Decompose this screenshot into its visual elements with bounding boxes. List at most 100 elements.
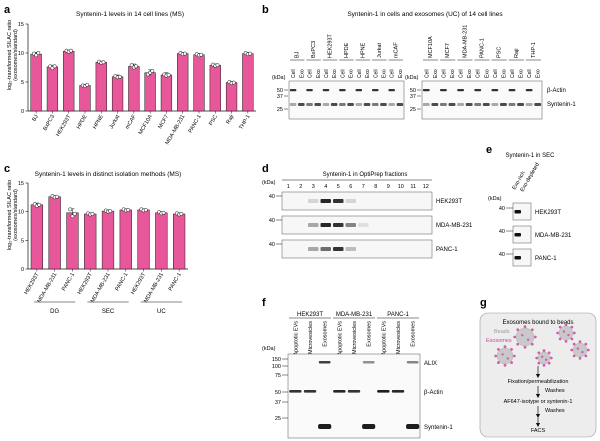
cell-line-label: MCF10A	[428, 36, 434, 58]
chart-a-replicate-point	[85, 82, 90, 87]
chart-c-replicate-point	[108, 209, 113, 214]
marker-label: 100	[272, 364, 281, 370]
marker-label-right: 25	[410, 107, 416, 113]
chart-c-bar	[119, 209, 132, 270]
fraction-label: 9	[387, 184, 390, 190]
band-syntenin	[457, 103, 464, 106]
exosome-dot	[542, 363, 546, 367]
marker-label: 40	[269, 194, 275, 200]
cell-line-label: MDA-MB-231	[462, 25, 468, 58]
band	[308, 199, 319, 203]
lane-label: Exosomes	[367, 321, 373, 347]
exosome-dot	[506, 357, 509, 360]
lane-exo-label: Exo	[519, 69, 525, 78]
exosome-dot	[516, 328, 520, 332]
exosome-dot	[586, 348, 590, 352]
lane-label: Exosomes	[323, 321, 329, 347]
lane-exo-label: Exo	[433, 69, 439, 78]
band-label-syntenin: Syntenin-1	[424, 425, 453, 431]
step-washes-1: Washes	[545, 388, 565, 394]
group-label: MDA-MB-231	[336, 312, 373, 318]
marker-label: 40	[269, 218, 275, 224]
band-actin	[289, 89, 297, 92]
panel-label-g: g	[480, 297, 487, 309]
band-actin	[491, 89, 499, 92]
cell-line-label: HPDE	[344, 42, 350, 58]
exosome-dot	[570, 325, 574, 329]
chart-a-replicate-point	[248, 51, 253, 56]
marker-label: 40	[499, 252, 505, 258]
marker-label: 25	[277, 107, 283, 113]
cell-line-label: HPNE	[360, 42, 366, 58]
chart-a-bar	[95, 62, 107, 112]
marker-label-right: 37	[410, 94, 416, 100]
exosome-dot	[533, 335, 537, 339]
chart-a-bar	[46, 66, 59, 112]
band	[333, 199, 344, 203]
band-syntenin	[525, 103, 533, 106]
chart-a-y-tick-label: 0	[21, 109, 24, 115]
band-syntenin	[380, 103, 387, 106]
panel-f: HEK293T Apoptotic EVs Microvesicles Exosome…	[262, 312, 453, 439]
chart-a-bar	[30, 53, 42, 112]
chart-a-y-tick-label: 15	[18, 22, 24, 28]
exosome-dot	[578, 356, 582, 360]
chart-a-replicate-point	[117, 74, 122, 79]
marker-label: 40	[499, 206, 505, 212]
cell-line-label: BxPC3	[311, 41, 317, 58]
band-actin	[457, 89, 464, 92]
chart-c-replicate-point	[37, 202, 42, 207]
blot-membrane	[512, 248, 532, 267]
lane-cell-label: Cell	[308, 69, 314, 78]
cell-line-label: mCAF	[393, 42, 399, 58]
chart-a-bar	[144, 72, 156, 112]
chart-c-replicate-point	[161, 210, 166, 215]
chart-c-x-tick-label: HEK293T	[23, 271, 40, 295]
blot-membrane	[287, 353, 421, 439]
lane-exo-label: Exo	[349, 69, 355, 78]
marker-label-right: 50	[410, 88, 416, 94]
row-label: MDA-MB-231	[535, 233, 572, 239]
chart-a-bar	[79, 85, 91, 112]
exosome-dot	[576, 347, 580, 350]
lane-cell-label: Cell	[510, 69, 516, 78]
exosome-dot	[501, 353, 504, 356]
band-label-alix: ALIX	[424, 361, 437, 367]
cell-line-label: Raji	[514, 49, 520, 58]
chart-c-x-tick-label: PANC-1	[61, 272, 76, 292]
kda-label: (kDa)	[272, 75, 286, 81]
step-fixation: Fixation/permeabilization	[508, 379, 569, 385]
chart-a-bar	[242, 53, 254, 112]
band-actin	[333, 390, 346, 393]
band	[308, 247, 319, 251]
exosome-dot	[544, 358, 548, 361]
chart-c-bar	[155, 212, 168, 270]
band-actin	[289, 390, 302, 393]
blot-f: HEK293T Apoptotic EVs Microvesicles Exosome…	[262, 312, 453, 439]
step-facs: FACS	[531, 428, 546, 434]
panel-label-c: c	[4, 163, 10, 175]
kda-label: (kDa)	[262, 180, 276, 186]
marker-label: 50	[277, 88, 283, 94]
fraction-label: 11	[410, 184, 416, 190]
panel-a-title: Syntenin-1 levels in 14 cell lines (MS)	[76, 11, 184, 18]
cell-line-label: PSC	[497, 47, 503, 58]
row-label: PANC-1	[535, 256, 557, 262]
chart-c-replicate-point	[54, 194, 59, 199]
panel-label-d: d	[262, 163, 269, 175]
band-actin	[355, 89, 363, 92]
marker-label: 50	[275, 390, 281, 396]
chart-c-bar	[48, 196, 61, 270]
row-label: HEK293T	[535, 210, 561, 216]
chart-c-replicate-point	[179, 212, 184, 216]
band-label-syntenin: Syntenin-1	[547, 102, 576, 108]
band-actin	[474, 89, 482, 92]
lane-cell-label: Cell	[459, 69, 465, 78]
chart-c-x-tick-label: HEK293T	[130, 271, 147, 295]
exosome-dot	[572, 331, 576, 335]
lane-cell-label: Cell	[340, 69, 346, 78]
band-alix	[406, 361, 419, 364]
band	[333, 247, 344, 251]
band-syntenin	[422, 103, 430, 106]
